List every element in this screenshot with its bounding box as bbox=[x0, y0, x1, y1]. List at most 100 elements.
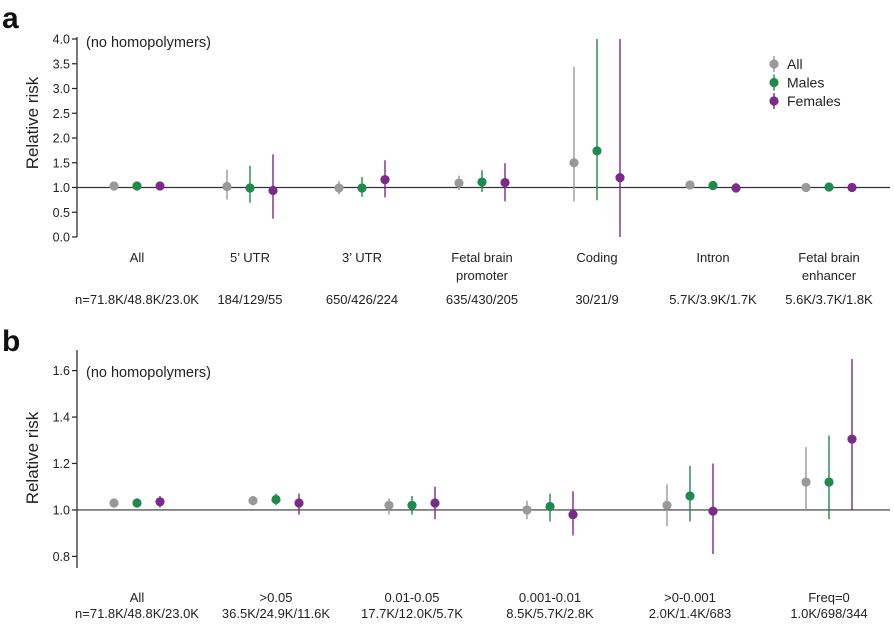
y-tick-label: 1.6 bbox=[53, 364, 70, 378]
category-count-label: n=71.8K/48.8K/23.0K bbox=[75, 606, 199, 621]
panel-b-letter: b bbox=[2, 325, 20, 358]
point-all bbox=[248, 496, 258, 506]
point-males bbox=[132, 181, 142, 191]
point-females bbox=[847, 182, 857, 193]
category-count-label: 184/129/55 bbox=[217, 292, 282, 307]
panel-b-y-axis: 0.8 1.0 1.2 1.4 1.6 bbox=[53, 350, 78, 568]
y-tick-label: 0.0 bbox=[53, 231, 70, 245]
legend-label-males: Males bbox=[787, 75, 824, 91]
legend-marker-all bbox=[769, 59, 779, 69]
category-count-label: 5.7K/3.9K/1.7K bbox=[669, 292, 757, 307]
point-all bbox=[685, 180, 695, 190]
category-count-label: 5.6K/3.7K/1.8K bbox=[785, 292, 873, 307]
category-count-label: 635/430/205 bbox=[446, 292, 518, 307]
y-tick-label: 1.4 bbox=[53, 411, 70, 425]
y-tick-label: 2.5 bbox=[53, 107, 70, 121]
category-label: 3’ UTR bbox=[342, 250, 382, 265]
point-all bbox=[222, 181, 232, 192]
panel-a-y-axis: 0.0 0.5 1.0 1.5 2.0 2.5 3.0 3.5 4.0 bbox=[53, 33, 78, 245]
category-count-label: 17.7K/12.0K/5.7K bbox=[361, 606, 463, 621]
point-all bbox=[801, 182, 811, 193]
y-tick-label: 0.8 bbox=[53, 550, 70, 564]
category-label: promoter bbox=[456, 268, 509, 283]
point-all bbox=[662, 500, 672, 510]
legend-marker-females bbox=[769, 96, 779, 106]
category-label: Freq=0 bbox=[808, 590, 850, 605]
category-count-label: 1.0K/698/344 bbox=[790, 606, 867, 621]
category-label: enhancer bbox=[802, 268, 857, 283]
point-females bbox=[500, 177, 510, 188]
category-count-label: 8.5K/5.7K/2.8K bbox=[506, 606, 594, 621]
panel-b-ylabel: Relative risk bbox=[23, 411, 42, 504]
point-all bbox=[384, 500, 394, 510]
panel-a-note: (no homopolymers) bbox=[86, 35, 211, 51]
point-females bbox=[294, 498, 304, 508]
y-tick-label: 0.5 bbox=[53, 206, 70, 220]
category-count-label: 650/426/224 bbox=[326, 292, 398, 307]
y-tick-label: 3.0 bbox=[53, 82, 70, 96]
category-count-label: 36.5K/24.9K/11.6K bbox=[222, 606, 331, 621]
point-males bbox=[477, 177, 487, 187]
point-females bbox=[430, 498, 440, 508]
category-label: All bbox=[130, 590, 145, 605]
point-all bbox=[569, 158, 579, 168]
category-count-label: 2.0K/1.4K/683 bbox=[649, 606, 731, 621]
y-tick-label: 1.2 bbox=[53, 457, 70, 471]
point-males bbox=[708, 180, 718, 191]
point-females bbox=[155, 497, 165, 507]
category-label: All bbox=[130, 250, 145, 265]
point-males bbox=[592, 146, 602, 156]
point-males bbox=[824, 182, 834, 192]
category-label: 0.001-0.01 bbox=[519, 590, 581, 605]
panel-a-marks bbox=[109, 39, 857, 237]
point-females bbox=[155, 181, 165, 191]
panel-b: b (no homopolymers) Relative risk 0.8 1.0… bbox=[2, 325, 890, 621]
panel-a-ylabel: Relative risk bbox=[23, 76, 42, 169]
point-females bbox=[731, 183, 741, 193]
panel-a: a (no homopolymers) Relative risk 0.0 0.5… bbox=[2, 2, 890, 307]
category-label: 0.01-0.05 bbox=[385, 590, 440, 605]
point-females bbox=[568, 509, 578, 520]
point-females bbox=[380, 174, 390, 185]
category-label: >0-0.001 bbox=[664, 590, 716, 605]
panel-a-letter: a bbox=[2, 2, 19, 35]
point-females bbox=[708, 506, 718, 516]
y-tick-label: 2.0 bbox=[53, 132, 70, 146]
point-males bbox=[357, 183, 367, 193]
point-all bbox=[801, 477, 811, 487]
point-all bbox=[522, 505, 532, 515]
panel-b-marks bbox=[109, 358, 857, 555]
category-count-label: n=71.8K/48.8K/23.0K bbox=[75, 292, 199, 307]
point-all bbox=[334, 183, 344, 193]
point-all bbox=[109, 181, 119, 191]
y-tick-label: 1.0 bbox=[53, 503, 70, 517]
y-tick-label: 1.5 bbox=[53, 156, 70, 170]
point-males bbox=[407, 500, 417, 510]
point-males bbox=[685, 491, 695, 501]
point-all bbox=[109, 498, 119, 508]
category-label: 5’ UTR bbox=[230, 250, 270, 265]
category-count-label: 30/21/9 bbox=[575, 292, 618, 307]
category-label: Fetal brain bbox=[798, 250, 859, 265]
panel-b-note: (no homopolymers) bbox=[86, 365, 211, 381]
panel-a-category-labels: All n=71.8K/48.8K/23.0K 5’ UTR 184/129/55 3’… bbox=[75, 250, 873, 307]
category-label: Fetal brain bbox=[451, 250, 512, 265]
y-tick-label: 4.0 bbox=[53, 33, 70, 47]
point-males bbox=[271, 494, 281, 505]
category-label: >0.05 bbox=[260, 590, 293, 605]
point-males bbox=[824, 477, 834, 487]
point-all bbox=[454, 178, 464, 188]
point-females bbox=[615, 173, 625, 183]
panel-a-legend: All Males Females bbox=[769, 56, 841, 109]
category-label: Coding bbox=[576, 250, 617, 265]
point-females bbox=[268, 185, 278, 196]
point-females bbox=[847, 434, 857, 444]
point-males bbox=[132, 498, 142, 508]
legend-label-all: All bbox=[787, 56, 803, 72]
y-tick-label: 3.5 bbox=[53, 57, 70, 71]
point-males bbox=[545, 501, 555, 512]
y-tick-label: 1.0 bbox=[53, 181, 70, 195]
point-males bbox=[245, 183, 255, 193]
